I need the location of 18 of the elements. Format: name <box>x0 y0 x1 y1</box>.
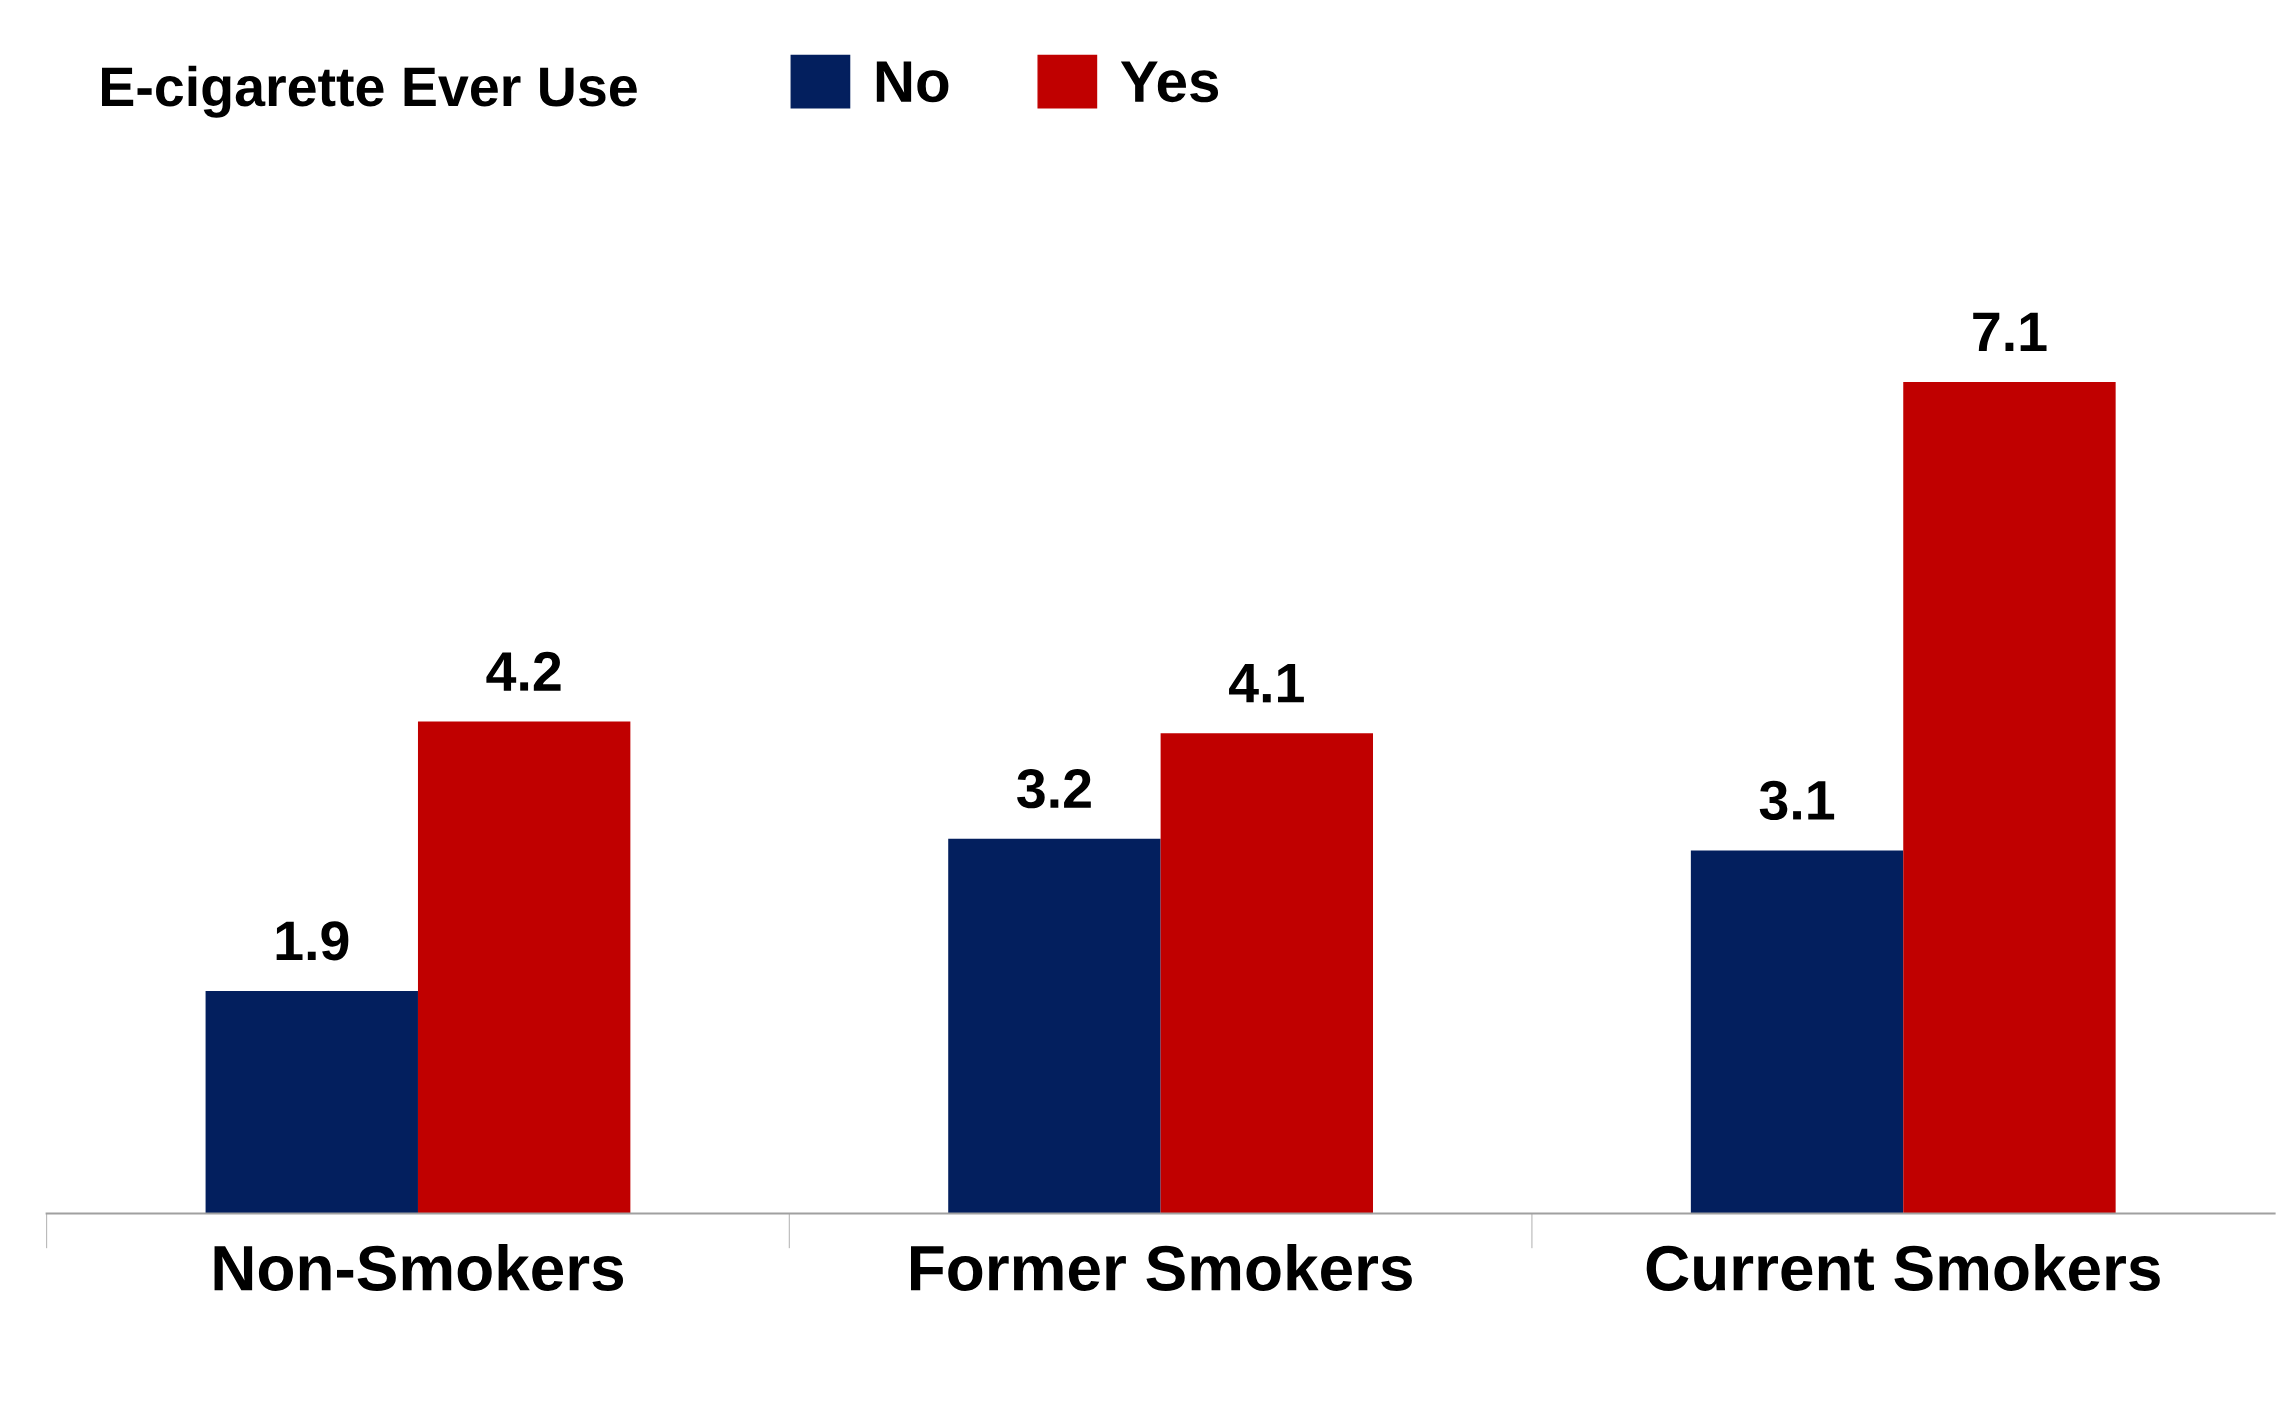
x-tick-label: Former Smokers <box>911 1244 1412 1291</box>
x-tick-label: Non-Smokers <box>214 1244 624 1291</box>
data-label: 3.2 <box>1017 768 1091 809</box>
x-tick-label: Current Smokers <box>1646 1244 2160 1291</box>
legend-label: No <box>876 61 949 103</box>
bar <box>1903 381 2116 1214</box>
bar <box>205 990 418 1214</box>
legend-label: Yes <box>1120 61 1219 103</box>
bar <box>1160 733 1374 1214</box>
data-label: 3.1 <box>1759 780 1835 821</box>
data-label: 4.1 <box>1229 664 1304 703</box>
data-label: 7.1 <box>1973 312 2047 352</box>
data-label: 4.2 <box>486 651 561 691</box>
data-label: 1.9 <box>276 921 349 961</box>
bar <box>417 721 631 1214</box>
bar <box>1690 850 1904 1214</box>
bar <box>948 838 1161 1214</box>
legend-title: E-cigarette Ever Use <box>102 65 637 118</box>
